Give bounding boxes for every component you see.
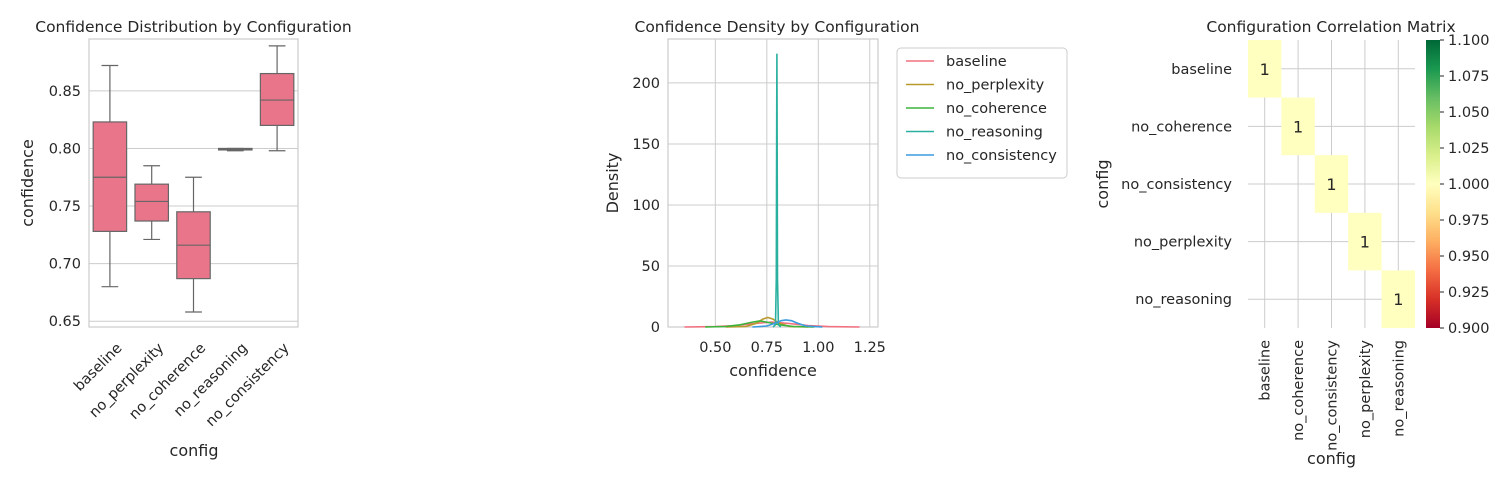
x-axis-label: config: [170, 441, 219, 460]
colorbar-tick-label: 0.925: [1448, 285, 1490, 301]
legend-entry-label: no_reasoning: [946, 125, 1043, 141]
y-tick-label: 200: [632, 76, 660, 92]
heatmap-cell: [1348, 212, 1382, 271]
x-axis-label: confidence: [729, 361, 817, 380]
y-tick-label: no_consistency: [1121, 177, 1232, 193]
chart-title: Confidence Density by Configuration: [635, 18, 920, 36]
x-tick-label: no_reasoning: [1391, 340, 1407, 437]
density-line-no_coherence: [705, 320, 815, 328]
legend: baseline no_perplexity no_coherence no_reas…: [896, 47, 1068, 179]
chart-title: Configuration Correlation Matrix: [1206, 18, 1455, 36]
x-tick-label: 1.00: [802, 340, 834, 356]
cell-annotation: 1: [1293, 117, 1303, 136]
y-axis-label: config: [1093, 160, 1112, 209]
y-tick-label: 150: [632, 137, 660, 153]
legend-entry-label: no_consistency: [946, 148, 1057, 164]
x-axis-label: config: [1307, 449, 1356, 468]
x-tick-label: 0.75: [751, 340, 783, 356]
y-tick-label: 0.75: [49, 199, 81, 215]
density-line-no_reasoning: [772, 53, 782, 328]
colorbar: [1426, 40, 1440, 328]
legend-entry-label: baseline: [946, 54, 1007, 70]
y-tick-label: no_perplexity: [1134, 235, 1233, 251]
y-tick-label: baseline: [1171, 62, 1232, 78]
colorbar-tick-label: 1.000: [1448, 177, 1490, 193]
y-tick-label: 0.70: [49, 257, 81, 273]
y-tick-label: 0.65: [49, 314, 81, 330]
x-tick-label: no_reasoning: [171, 340, 251, 420]
legend-entry-label: no_coherence: [946, 101, 1047, 117]
colorbar-tick-label: 1.050: [1448, 105, 1490, 121]
x-tick-label: no_consistency: [1325, 340, 1341, 451]
x-tick-label: 0.50: [699, 340, 731, 356]
heatmap-cell: [1381, 270, 1415, 328]
density-line-no_consistency: [752, 319, 823, 328]
colorbar-tick-label: 0.900: [1448, 321, 1490, 337]
y-tick-label: no_reasoning: [1135, 292, 1232, 308]
box-no_perplexity: [134, 183, 170, 222]
colorbar-tick-label: 1.100: [1448, 33, 1490, 49]
y-axis-label: Density: [603, 153, 622, 214]
y-tick-label: 100: [632, 198, 660, 214]
legend-frame: [896, 47, 1068, 179]
colorbar-tick-label: 0.975: [1448, 213, 1490, 229]
density-panel: 0 50 100 150 200 0.50 0.75 1.00 1.25 Confidence D…: [603, 18, 1068, 380]
y-tick-label: 0.85: [49, 84, 81, 100]
y-axis-label: confidence: [18, 139, 37, 227]
plot-frame: [88, 38, 299, 328]
chart-title: Confidence Distribution by Configuration: [35, 18, 352, 36]
x-tick-label: no_coherence: [1291, 340, 1307, 441]
colorbar-tick-label: 1.075: [1448, 69, 1490, 85]
heatmap-panel: 11111baselineno_coherenceno_consistencyn…: [1093, 18, 1490, 468]
cell-annotation: 1: [1360, 233, 1370, 252]
x-tick-label: no_coherence: [126, 340, 209, 423]
x-tick-label: baseline: [1258, 340, 1274, 401]
y-tick-label: no_coherence: [1131, 119, 1232, 135]
y-tick-label: 0: [651, 320, 660, 336]
cell-annotation: 1: [1393, 290, 1403, 309]
y-tick-label: 50: [642, 259, 660, 275]
heatmap-cell: [1248, 40, 1282, 98]
heatmap-cell: [1314, 155, 1349, 213]
y-tick-label: 0.80: [49, 141, 81, 157]
legend-entry-label: no_perplexity: [946, 78, 1045, 94]
cell-annotation: 1: [1260, 60, 1270, 79]
x-tick-label: no_perplexity: [87, 340, 168, 421]
heatmap-cell: [1281, 97, 1315, 156]
boxplot-panel: 0.650.700.750.800.85baselineno_perplexit…: [18, 18, 352, 460]
colorbar-tick-label: 1.025: [1448, 141, 1490, 157]
cell-annotation: 1: [1326, 175, 1336, 194]
colorbar-tick-label: 0.950: [1448, 249, 1490, 265]
x-tick-label: 1.25: [854, 340, 886, 356]
x-tick-label: no_perplexity: [1358, 340, 1374, 439]
plot-frame: [667, 38, 879, 328]
